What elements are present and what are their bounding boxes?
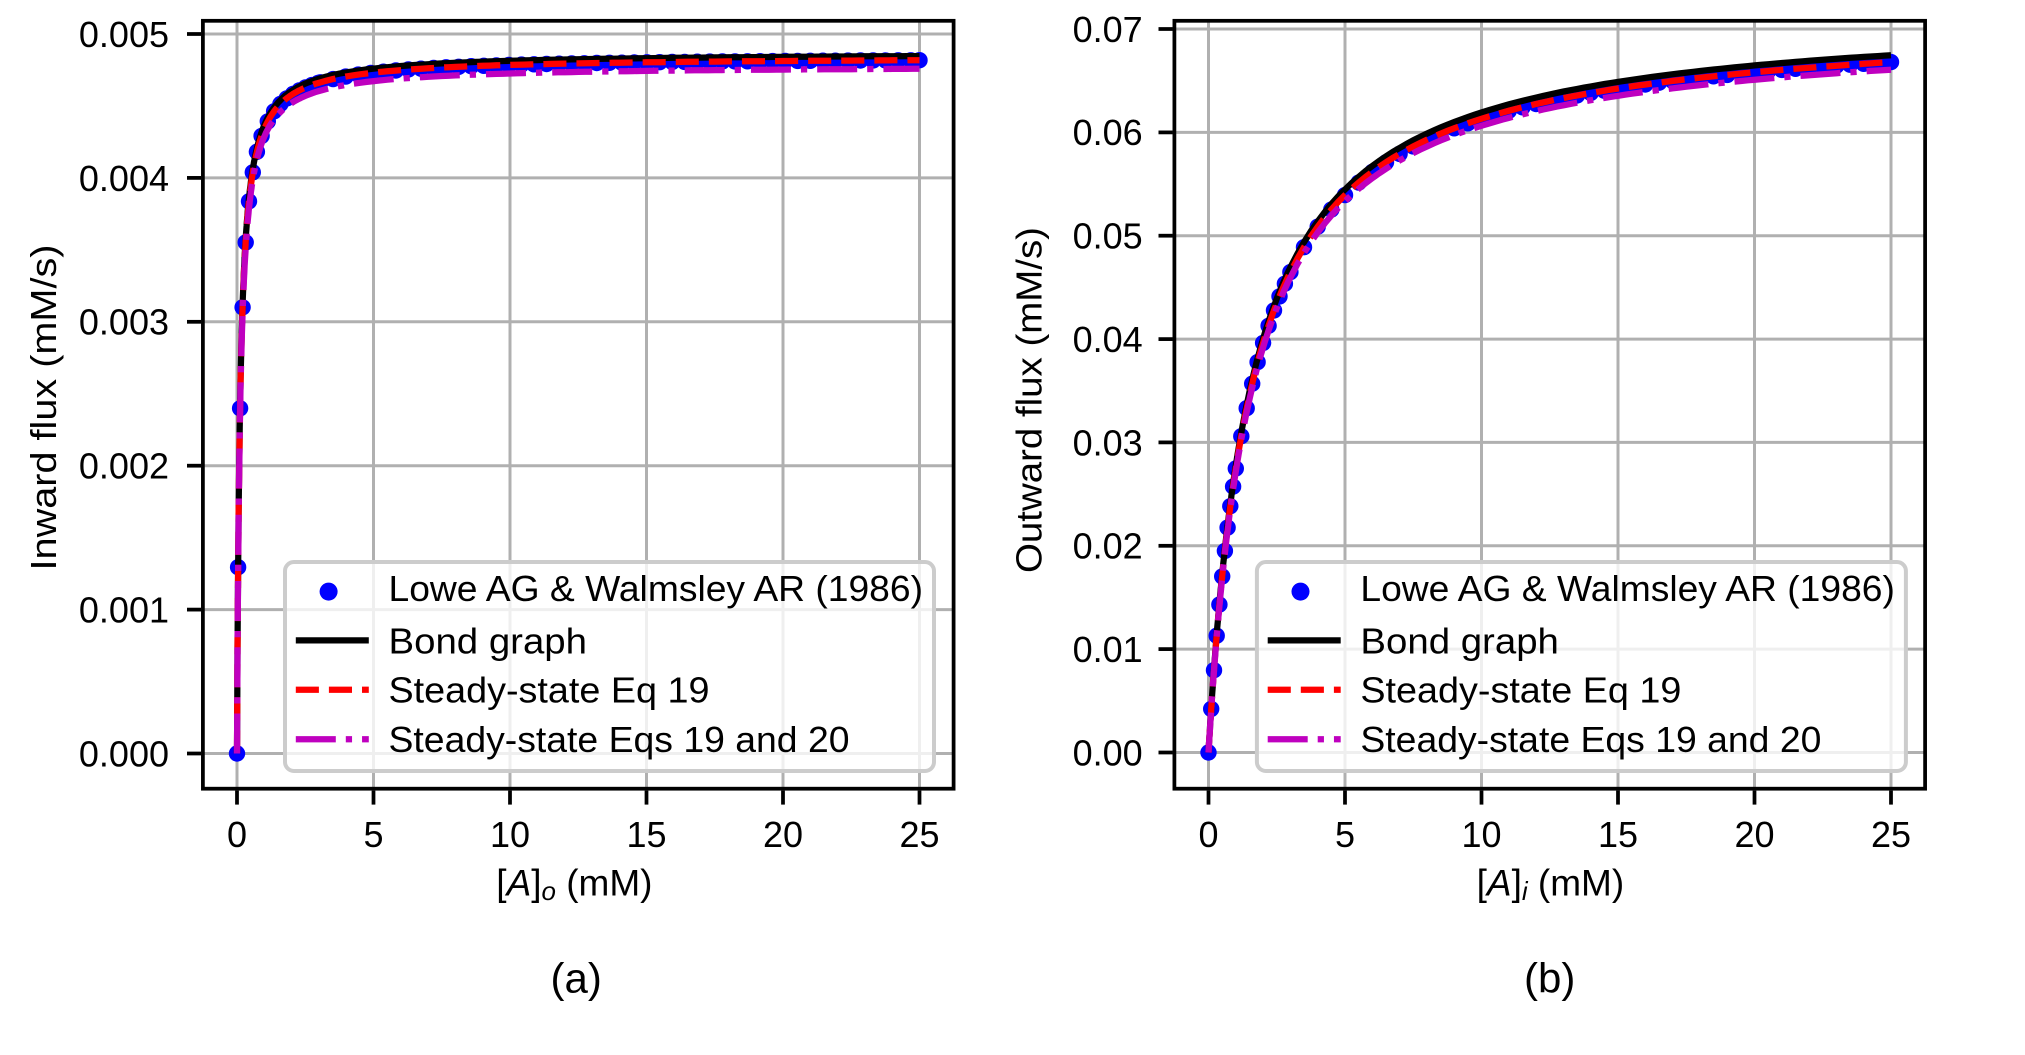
svg-text:0.03: 0.03 (1073, 422, 1143, 463)
svg-text:Lowe AG & Walmsley AR (1986): Lowe AG & Walmsley AR (1986) (1360, 568, 1895, 609)
svg-text:0.04: 0.04 (1073, 319, 1143, 360)
svg-text:Steady-state Eqs 19 and 20: Steady-state Eqs 19 and 20 (389, 719, 850, 760)
svg-text:Inward flux (mM/s): Inward flux (mM/s) (23, 245, 64, 571)
svg-text:Steady-state Eq 19: Steady-state Eq 19 (1360, 670, 1681, 711)
svg-text:0.01: 0.01 (1073, 629, 1143, 670)
svg-text:5: 5 (1335, 814, 1355, 855)
svg-text:0.00: 0.00 (1073, 732, 1143, 773)
svg-text:Bond graph: Bond graph (1360, 620, 1559, 661)
svg-text:[A]i (mM): [A]i (mM) (1477, 862, 1625, 906)
svg-text:10: 10 (1461, 814, 1501, 855)
svg-text:0.07: 0.07 (1073, 9, 1143, 50)
svg-text:0.005: 0.005 (79, 14, 169, 55)
svg-text:15: 15 (626, 814, 666, 855)
svg-text:20: 20 (1734, 814, 1774, 855)
svg-text:15: 15 (1598, 814, 1638, 855)
svg-text:0: 0 (227, 814, 247, 855)
svg-text:0.002: 0.002 (79, 446, 169, 487)
svg-text:0: 0 (1198, 814, 1218, 855)
svg-text:25: 25 (899, 814, 939, 855)
svg-text:20: 20 (763, 814, 803, 855)
svg-text:0.06: 0.06 (1073, 112, 1143, 153)
svg-text:0.003: 0.003 (79, 302, 169, 343)
svg-text:0.001: 0.001 (79, 590, 169, 631)
svg-text:Outward flux (mM/s): Outward flux (mM/s) (1009, 227, 1050, 573)
svg-text:25: 25 (1871, 814, 1911, 855)
svg-text:0.05: 0.05 (1073, 216, 1143, 257)
svg-text:Bond graph: Bond graph (389, 620, 588, 661)
svg-text:0.02: 0.02 (1073, 526, 1143, 567)
svg-text:Steady-state Eqs 19 and 20: Steady-state Eqs 19 and 20 (1360, 719, 1821, 760)
svg-text:(b): (b) (1524, 955, 1575, 1002)
svg-text:(a): (a) (551, 955, 602, 1002)
svg-text:0.004: 0.004 (79, 158, 169, 199)
svg-text:Steady-state Eq 19: Steady-state Eq 19 (389, 670, 710, 711)
svg-text:5: 5 (363, 814, 383, 855)
svg-text:Lowe AG & Walmsley AR (1986): Lowe AG & Walmsley AR (1986) (389, 568, 924, 609)
svg-text:[A]o (mM): [A]o (mM) (496, 862, 652, 906)
svg-text:0.000: 0.000 (79, 733, 169, 774)
svg-text:10: 10 (490, 814, 530, 855)
